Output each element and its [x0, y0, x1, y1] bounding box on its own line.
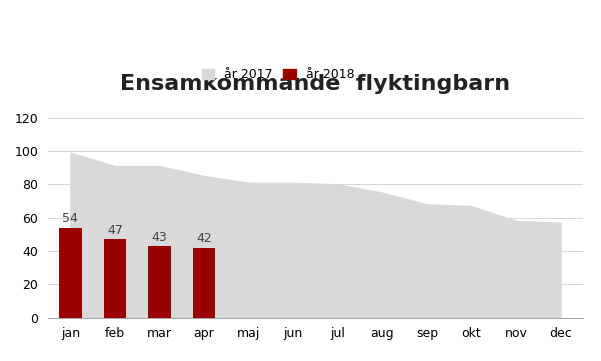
Text: 54: 54 — [63, 212, 78, 225]
Bar — [148, 246, 171, 318]
Legend: år 2017, år 2018: år 2017, år 2018 — [202, 68, 354, 81]
Bar — [59, 228, 82, 318]
Bar — [193, 248, 215, 318]
Text: 47: 47 — [107, 224, 123, 237]
Title: Ensamkommande  flyktingbarn: Ensamkommande flyktingbarn — [120, 74, 511, 94]
Bar — [104, 239, 126, 318]
Text: 43: 43 — [151, 231, 168, 244]
Text: 42: 42 — [196, 232, 212, 245]
